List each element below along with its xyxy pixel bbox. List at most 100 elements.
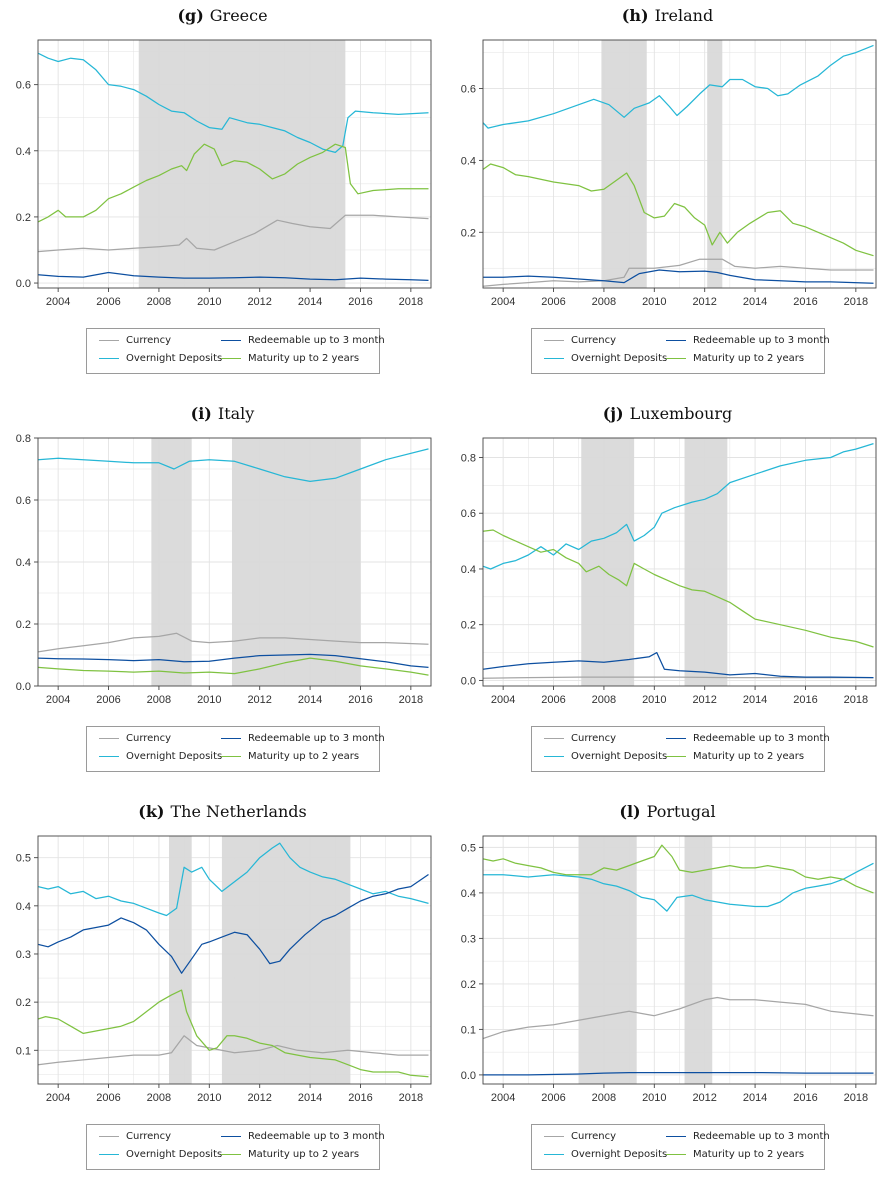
panel-country: Greece xyxy=(209,6,268,25)
legend-item-currency: Currency xyxy=(544,335,616,346)
y-tick-label: 0.1 xyxy=(461,1024,476,1036)
legend-item-maturity: Maturity up to 2 years xyxy=(666,1149,804,1160)
chart-title: (j) Luxembourg xyxy=(445,404,890,423)
legend-item-overnight: Overnight Deposits xyxy=(99,751,222,762)
chart-legend: Currency Overnight Deposits Redeemable up … xyxy=(86,726,385,772)
chart-legend: Currency Overnight Deposits Redeemable up … xyxy=(531,328,830,374)
chart-legend: Currency Overnight Deposits Redeemable up … xyxy=(86,1124,385,1170)
panel-country: Ireland xyxy=(654,6,714,25)
x-tick-label: 2010 xyxy=(642,296,666,308)
x-tick-label: 2016 xyxy=(793,296,817,308)
y-tick-label: 0.0 xyxy=(16,278,31,290)
legend-label: Maturity up to 2 years xyxy=(693,1149,805,1160)
legend-label: Maturity up to 2 years xyxy=(693,353,805,364)
series-line-maturity xyxy=(38,143,429,223)
legend-label: Redeemable up to 3 month xyxy=(693,733,830,744)
legend-swatch-redeemable xyxy=(666,738,686,739)
chart-title: (g) Greece xyxy=(0,6,445,25)
x-tick-label: 2010 xyxy=(642,694,666,706)
shaded-period xyxy=(684,438,728,686)
legend-item-currency: Currency xyxy=(99,733,171,744)
plot-frame xyxy=(482,39,877,289)
shaded-period xyxy=(581,438,635,686)
series-line-redeemable xyxy=(38,653,429,669)
legend-swatch-currency xyxy=(99,738,119,739)
y-tick-label: 0.2 xyxy=(16,212,31,224)
legend-label: Overnight Deposits xyxy=(571,353,668,364)
legend-label: Maturity up to 2 years xyxy=(693,751,805,762)
y-tick-label: 0.8 xyxy=(461,453,476,465)
x-tick-label: 2016 xyxy=(348,694,372,706)
legend-label: Overnight Deposits xyxy=(571,1149,668,1160)
legend-item-overnight: Overnight Deposits xyxy=(99,353,222,364)
x-tick-label: 2008 xyxy=(592,694,616,706)
panel-country: The Netherlands xyxy=(170,802,307,821)
legend-swatch-overnight xyxy=(99,1154,119,1155)
x-tick-label: 2012 xyxy=(692,1092,716,1104)
x-tick-label: 2006 xyxy=(96,1092,120,1104)
y-tick-label: 0.5 xyxy=(461,842,476,854)
plot-frame xyxy=(37,39,432,289)
legend-swatch-maturity xyxy=(666,358,686,359)
y-tick-label: 0.4 xyxy=(16,901,31,913)
chart-panel-luxembourg: (j) Luxembourg 2004 2006 2008 2010 2012 2014 201… xyxy=(445,398,890,796)
shaded-period xyxy=(578,836,637,1084)
x-tick-label: 2018 xyxy=(844,694,868,706)
legend-swatch-maturity xyxy=(221,358,241,359)
shaded-period xyxy=(684,836,713,1084)
shaded-period xyxy=(151,438,192,686)
shaded-period xyxy=(221,836,351,1084)
chart-panel-portugal: (l) Portugal 2004 2006 2008 2010 2012 2014 2016 2… xyxy=(445,796,890,1194)
y-tick-label: 0.4 xyxy=(461,564,476,576)
x-tick-label: 2008 xyxy=(147,296,171,308)
x-tick-label: 2006 xyxy=(96,694,120,706)
y-tick-label: 0.2 xyxy=(461,227,476,239)
shaded-period xyxy=(231,438,361,686)
line-chart: 2004 2006 2008 2010 2012 2014 2016 2018 0.0 0.2 0.… xyxy=(461,437,877,706)
legend-item-redeemable: Redeemable up to 3 month xyxy=(666,1131,830,1142)
series-line-overnight xyxy=(38,52,429,154)
series-line-currency xyxy=(38,214,429,253)
chart-panel-italy: (i) Italy 2004 2006 2008 2010 2012 2014 2016 2018… xyxy=(0,398,445,796)
line-chart: 2004 2006 2008 2010 2012 2014 2016 2018 0.0 0.1 0.… xyxy=(461,835,877,1104)
chart-title: (k) The Netherlands xyxy=(0,802,445,821)
x-tick-label: 2010 xyxy=(197,1092,221,1104)
y-tick-label: 0.1 xyxy=(16,1045,31,1057)
x-tick-label: 2014 xyxy=(298,1092,322,1104)
x-tick-label: 2008 xyxy=(592,296,616,308)
x-tick-label: 2004 xyxy=(491,694,515,706)
x-tick-label: 2018 xyxy=(399,296,423,308)
series-line-overnight xyxy=(483,443,874,570)
x-tick-label: 2018 xyxy=(844,296,868,308)
line-chart: 2004 2006 2008 2010 2012 2014 2016 2018 0.0 0.2 0.… xyxy=(16,433,432,706)
legend-item-maturity: Maturity up to 2 years xyxy=(666,751,804,762)
legend-item-redeemable: Redeemable up to 3 month xyxy=(666,335,830,346)
panel-country: Luxembourg xyxy=(629,404,733,423)
legend-item-maturity: Maturity up to 2 years xyxy=(221,751,359,762)
x-tick-label: 2008 xyxy=(147,1092,171,1104)
y-tick-label: 0.5 xyxy=(16,853,31,865)
x-tick-label: 2004 xyxy=(46,296,70,308)
y-tick-label: 0.4 xyxy=(16,557,31,569)
y-tick-label: 0.2 xyxy=(16,619,31,631)
legend-swatch-maturity xyxy=(666,1154,686,1155)
series-line-maturity xyxy=(483,529,874,648)
panel-letter: (k) xyxy=(138,802,165,821)
legend-item-overnight: Overnight Deposits xyxy=(99,1149,222,1160)
legend-item-maturity: Maturity up to 2 years xyxy=(221,1149,359,1160)
legend-swatch-overnight xyxy=(544,358,564,359)
panel-letter: (g) xyxy=(177,6,204,25)
legend-label: Redeemable up to 3 month xyxy=(693,1131,830,1142)
shaded-period xyxy=(138,40,346,288)
legend-swatch-maturity xyxy=(666,756,686,757)
shaded-period xyxy=(169,836,192,1084)
legend-swatch-maturity xyxy=(221,1154,241,1155)
y-tick-label: 0.4 xyxy=(461,155,476,167)
panel-letter: (l) xyxy=(619,802,641,821)
legend-item-overnight: Overnight Deposits xyxy=(544,751,667,762)
x-tick-label: 2006 xyxy=(541,296,565,308)
legend-label: Currency xyxy=(571,335,617,346)
legend-label: Redeemable up to 3 month xyxy=(248,733,385,744)
series-line-maturity xyxy=(483,163,874,257)
x-tick-label: 2012 xyxy=(247,296,271,308)
